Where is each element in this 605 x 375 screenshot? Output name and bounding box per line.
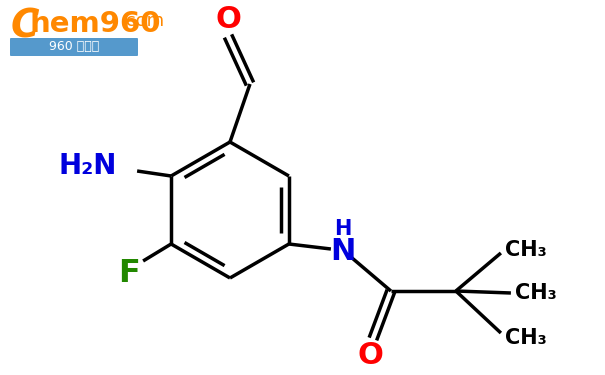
Text: N: N bbox=[330, 237, 356, 266]
Text: O: O bbox=[215, 4, 241, 33]
FancyBboxPatch shape bbox=[10, 38, 138, 56]
Text: CH₃: CH₃ bbox=[505, 328, 547, 348]
Text: .com: .com bbox=[120, 12, 164, 30]
Text: hem960: hem960 bbox=[30, 10, 162, 38]
Text: O: O bbox=[358, 342, 384, 370]
Text: 960 化工网: 960 化工网 bbox=[49, 40, 99, 54]
Text: CH₃: CH₃ bbox=[505, 240, 547, 260]
Text: H: H bbox=[334, 219, 352, 239]
Text: H₂N: H₂N bbox=[59, 152, 117, 180]
Text: C: C bbox=[11, 8, 39, 46]
Text: CH₃: CH₃ bbox=[515, 283, 557, 303]
Text: F: F bbox=[118, 258, 140, 290]
Bar bbox=[8, 4, 148, 59]
